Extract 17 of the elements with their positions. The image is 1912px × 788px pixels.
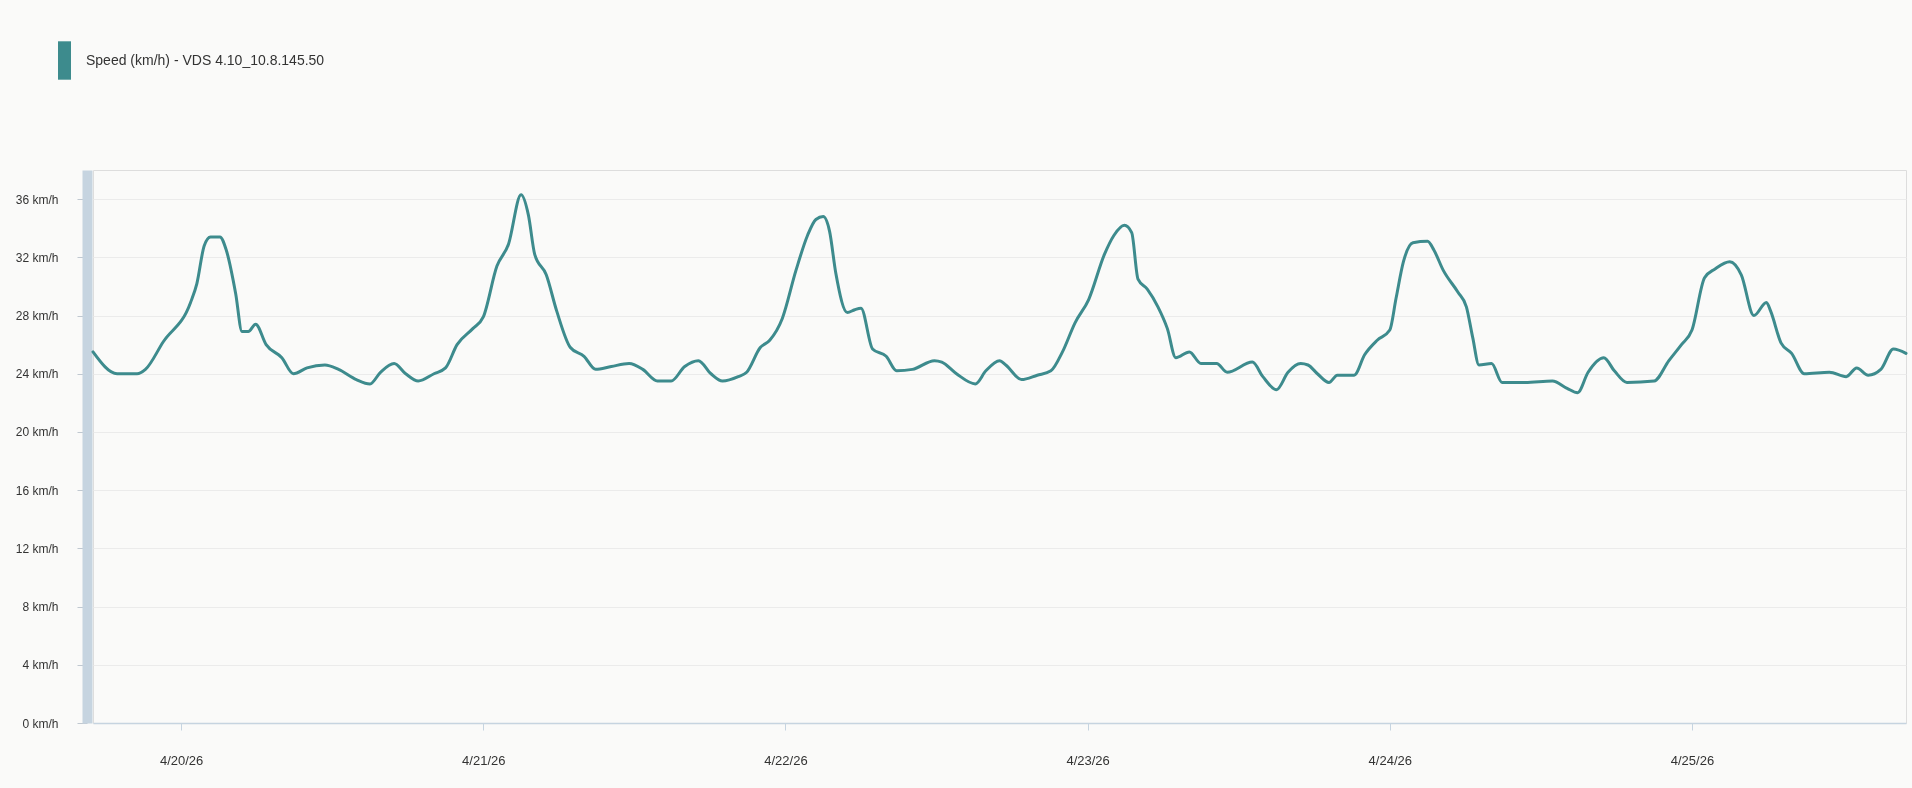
y-tick-label: 20 km/h	[15, 425, 59, 440]
y-tick-label: 8 km/h	[22, 600, 59, 615]
y-tick-label: 4 km/h	[22, 658, 59, 673]
y-tick-label: 36 km/h	[15, 192, 59, 207]
x-tick-label: 4/21/26	[462, 752, 506, 768]
x-tick-label: 4/22/26	[764, 752, 808, 768]
y-tick-label: 32 km/h	[15, 250, 59, 265]
y-tick-label: 12 km/h	[15, 541, 59, 556]
x-tick-label: 4/23/26	[1066, 752, 1110, 768]
y-tick-label: 24 km/h	[15, 367, 59, 382]
y-tick-label: 28 km/h	[15, 309, 59, 324]
x-tick-label: 4/25/26	[1670, 752, 1715, 768]
x-tick-label: 4/20/26	[159, 752, 204, 768]
y-tick-label: 16 km/h	[15, 483, 59, 498]
text: Speed (km/h) - VDS 4.10_10.8.145.50	[86, 51, 325, 68]
y-tick-label: 0 km/h	[22, 716, 59, 731]
x-tick-label: 4/24/26	[1368, 752, 1412, 768]
